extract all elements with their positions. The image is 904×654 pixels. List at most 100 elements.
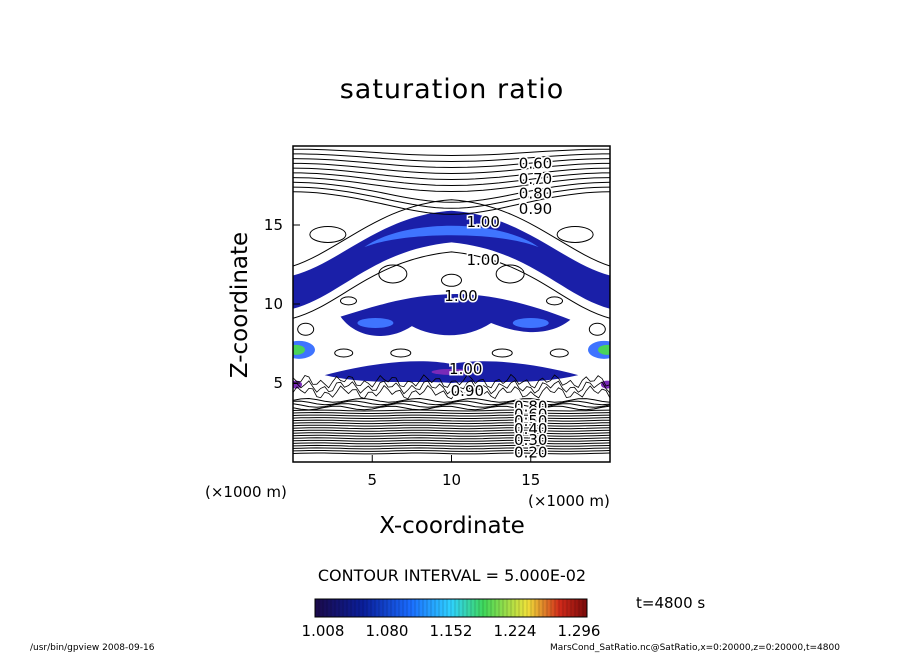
contour-label-14: 0.30 — [514, 431, 547, 449]
contour-lines — [293, 148, 610, 455]
upper-contour-4 — [293, 162, 610, 175]
contour-label-5: 1.00 — [466, 213, 499, 231]
closed-contour-13 — [491, 348, 513, 358]
closed-contour-4 — [495, 264, 525, 284]
bottom-contour-10 — [293, 422, 610, 425]
x-unit-right: (×1000 m) — [528, 492, 610, 510]
y-axis-label: Z-coordinate — [227, 231, 253, 379]
bottom-contour-19 — [293, 444, 610, 447]
bottom-contour-4 — [293, 405, 610, 411]
contour-label-11: 0.60 — [514, 406, 547, 424]
upper-contour-2 — [293, 153, 610, 163]
bottom-contour-5 — [293, 409, 610, 412]
noisy-contour-2 — [293, 379, 610, 395]
contour-label-1: 0.60 — [519, 154, 552, 172]
noisy-contour-3 — [293, 373, 610, 389]
contour-label-13: 0.40 — [514, 420, 547, 438]
colorbar — [314, 598, 588, 618]
contour-label-8: 1.00 — [449, 360, 482, 378]
closed-contour-3 — [378, 264, 408, 284]
contour-label-6: 1.00 — [466, 251, 499, 269]
closed-contour-12 — [390, 348, 412, 358]
edge-right-low — [601, 380, 610, 389]
colorbar-tick-1: 1.008 — [301, 622, 345, 640]
bottom-contour-20 — [293, 447, 610, 450]
upper-contour-6 — [293, 172, 610, 187]
field-layer — [293, 148, 610, 455]
bottom-contour-2 — [293, 400, 610, 406]
upper-contour-1 — [293, 148, 610, 157]
bottom-contour-14 — [293, 432, 610, 435]
bottom-contour-17 — [293, 439, 610, 442]
contour-label-10: 0.80 — [514, 398, 547, 416]
colorbar-tick-3: 1.152 — [429, 622, 473, 640]
upper-contour-8 — [293, 181, 610, 203]
colorbar-stripes — [318, 599, 584, 617]
upper-contour-9 — [293, 186, 610, 209]
arch-core — [364, 225, 539, 248]
contour-labels: 0.600.700.800.901.001.001.001.000.900.80… — [443, 153, 554, 463]
bottom-contour-9 — [293, 419, 610, 422]
arch-outer-contour — [293, 199, 610, 267]
bottom-contour-3 — [293, 403, 610, 408]
closed-contour-1 — [309, 225, 347, 243]
x-tick-label-2: 10 — [442, 471, 461, 489]
axis-ticks: 5 10 15 5 10 15 — [264, 216, 540, 489]
bottom-contour-11 — [293, 424, 610, 427]
bottom-contour-8 — [293, 417, 610, 419]
middle-core-right — [512, 317, 549, 328]
bottom-contour-6 — [293, 411, 610, 415]
upper-contour-7 — [293, 177, 610, 193]
bottom-contour-13 — [293, 429, 610, 432]
colorbar-tick-2: 1.080 — [365, 622, 409, 640]
y-tick-label-2: 10 — [264, 295, 283, 313]
time-label: t=4800 s — [636, 594, 706, 612]
middle-band — [340, 294, 571, 336]
bottom-contour-7 — [293, 414, 610, 417]
noisy-contour-1 — [293, 384, 610, 400]
contour-label-2: 0.70 — [519, 170, 552, 188]
colorbar-tick-5: 1.296 — [557, 622, 601, 640]
closed-contour-11 — [549, 348, 569, 358]
upper-contour-10 — [293, 191, 610, 215]
bottom-contour-15 — [293, 434, 610, 437]
contour-label-15: 0.20 — [514, 444, 547, 462]
upper-contour-3 — [293, 158, 610, 169]
upper-contour-5 — [293, 167, 610, 181]
edge-right-green — [598, 344, 610, 355]
bottom-contour-12 — [293, 427, 610, 430]
closed-contour-6 — [339, 296, 357, 306]
colorbar-tick-4: 1.224 — [493, 622, 537, 640]
contour-label-3: 0.80 — [519, 184, 552, 202]
bottom-contour-1 — [293, 397, 610, 403]
footer-program: /usr/bin/gpview 2008-09-16 — [30, 643, 155, 653]
closed-contour-7 — [546, 296, 564, 306]
arch-inner-contour — [293, 251, 610, 319]
closed-contour-2 — [556, 225, 594, 243]
lower-peak — [431, 368, 472, 375]
contour-label-9: 0.90 — [451, 382, 484, 400]
contour-label-12: 0.50 — [514, 412, 547, 430]
closed-contour-8 — [297, 322, 315, 336]
y-tick-label-3: 15 — [264, 216, 283, 234]
x-unit-left: (×1000 m) — [205, 483, 287, 501]
chart-title: saturation ratio — [339, 74, 565, 105]
bottom-contour-22 — [293, 452, 610, 455]
middle-core-left — [357, 317, 394, 328]
bottom-contour-16 — [293, 437, 610, 440]
footer-source: MarsCond_SatRatio.nc@SatRatio,x=0:20000,… — [550, 643, 840, 653]
x-tick-label-1: 5 — [367, 471, 377, 489]
closed-contour-9 — [588, 322, 606, 336]
bottom-contour-21 — [293, 450, 610, 452]
edge-left-green — [293, 344, 305, 355]
contour-interval-text: CONTOUR INTERVAL = 5.000E-02 — [317, 566, 587, 585]
x-axis-label: X-coordinate — [379, 513, 525, 539]
closed-contour-10 — [334, 348, 354, 358]
contour-label-4: 0.90 — [519, 200, 552, 218]
x-tick-label-3: 15 — [521, 471, 540, 489]
contour-label-7: 1.00 — [444, 287, 477, 305]
bottom-contour-18 — [293, 442, 610, 445]
y-tick-label-1: 5 — [273, 374, 283, 392]
